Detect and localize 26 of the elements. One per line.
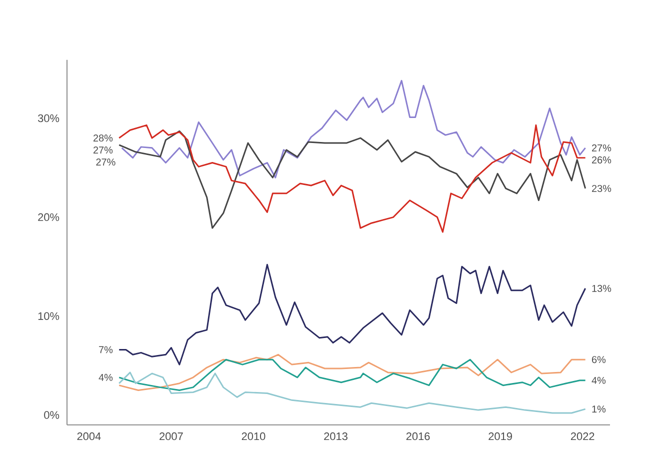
y-tick-label: 30%	[38, 114, 60, 122]
annotation: 4%	[98, 374, 113, 381]
y-tick-label: 0%	[44, 411, 60, 419]
x-tick-label: 2019	[488, 432, 512, 440]
line-series	[118, 372, 586, 414]
line-series	[118, 264, 586, 366]
x-tick-label: 2022	[570, 432, 594, 440]
annotation: 27%	[592, 144, 612, 152]
annotation: 27%	[96, 158, 116, 166]
y-tick-label: 20%	[38, 213, 60, 222]
x-tick-label: 2004	[77, 432, 101, 440]
annotation: 7%	[99, 346, 113, 354]
y-tick-label: 10%	[38, 312, 60, 320]
annotation: 13%	[592, 284, 612, 292]
annotation: 4%	[592, 376, 606, 384]
annotation: 1%	[592, 406, 606, 413]
x-tick-label: 2007	[160, 432, 183, 440]
x-tick-label: 2016	[406, 432, 430, 440]
x-tick-label: 2013	[324, 432, 348, 440]
x-tick-label: 2010	[242, 432, 266, 440]
annotation: 23%	[592, 184, 612, 192]
annotation: 28%	[93, 134, 113, 142]
annotation: 6%	[592, 356, 606, 364]
annotation: 27%	[93, 146, 113, 154]
annotation: 26%	[592, 156, 612, 164]
line-series	[121, 80, 586, 178]
